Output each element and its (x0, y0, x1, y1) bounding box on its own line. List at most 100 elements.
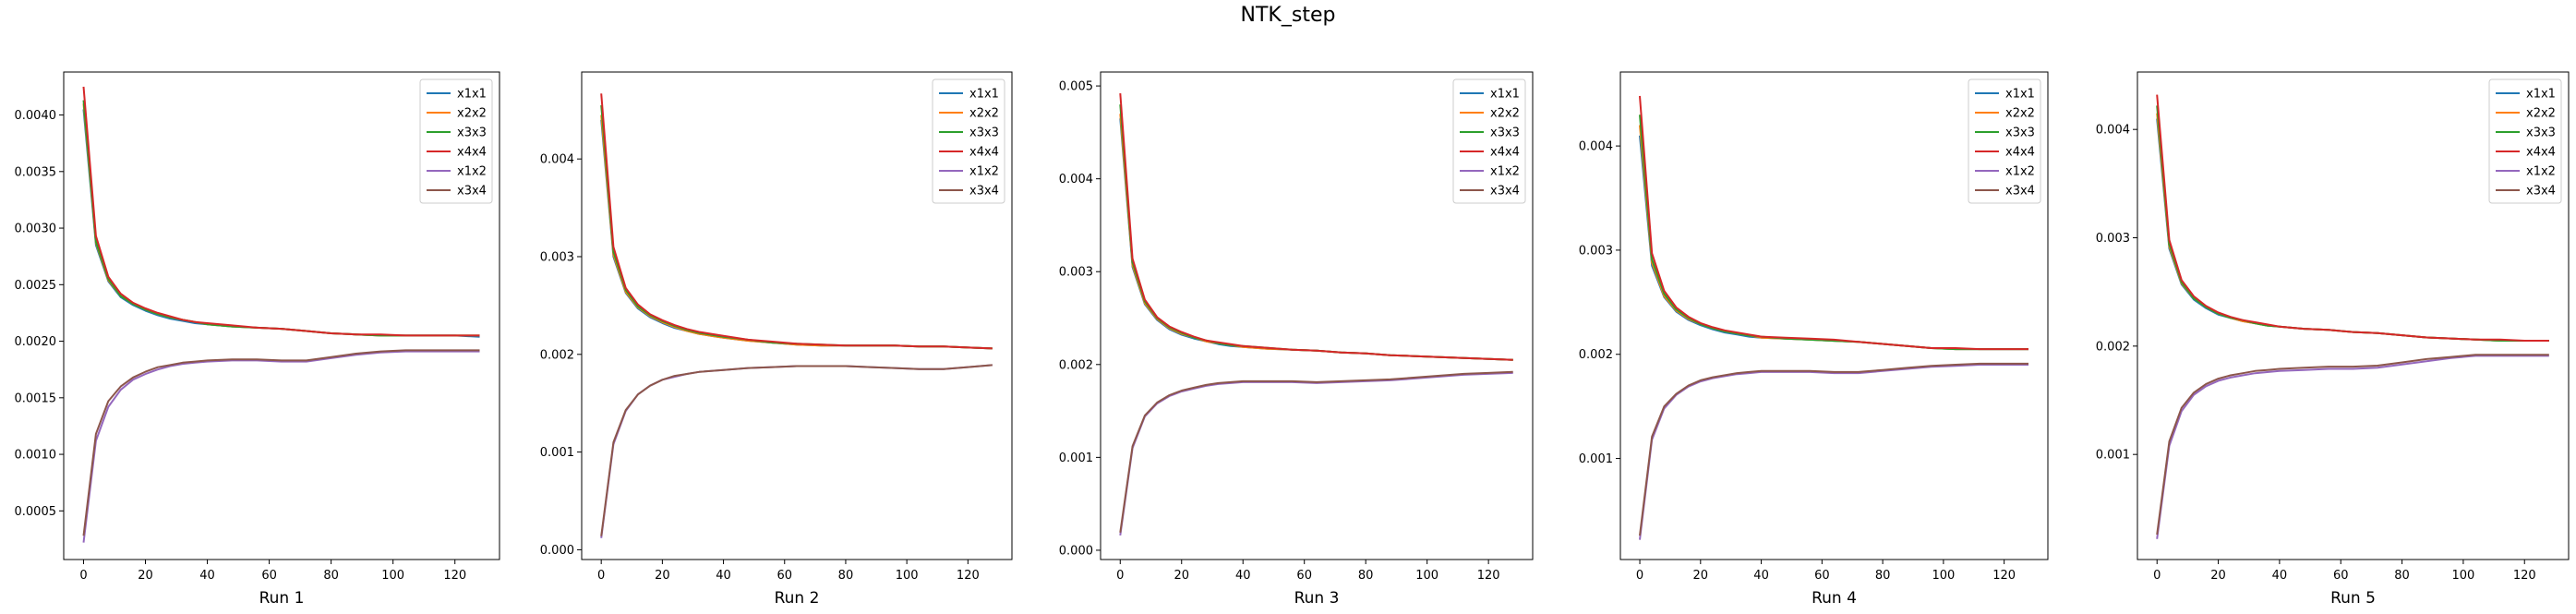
y-tick-label: 0.005 (1059, 80, 1093, 94)
y-tick-label: 0.004 (1579, 140, 1613, 154)
legend: x1x1 x2x2 x3x3 x4x4 x1x2 x3x4 (2488, 78, 2562, 204)
x-tick-label: 60 (1296, 569, 1312, 583)
y-tick-label: 0.002 (1059, 358, 1093, 372)
legend-label-x1x1: x1x1 (457, 88, 487, 102)
legend: x1x1 x2x2 x3x3 x4x4 x1x2 x3x4 (1968, 78, 2041, 204)
legend-label-x3x4: x3x4 (1490, 185, 1520, 199)
legend-label-x2x2: x2x2 (969, 107, 999, 121)
legend-label-x1x2: x1x2 (969, 165, 999, 179)
subplot-run-4: 0 20 40 60 80 100 120 0.001 0.002 0.003 0.004 Run 4… (1579, 71, 2049, 608)
x-tick-label: 120 (957, 569, 980, 583)
legend-label-x3x4: x3x4 (969, 185, 999, 199)
legend-label-x3x3: x3x3 (2005, 126, 2035, 140)
series-line-x3x4 (82, 349, 480, 536)
y-tick-label: 0.0015 (15, 391, 57, 405)
x-axis-label: Run 5 (2330, 589, 2376, 608)
x-tick-label: 100 (1415, 569, 1438, 583)
x-tick-label: 40 (199, 569, 215, 583)
legend-label-x1x1: x1x1 (2526, 88, 2556, 102)
legend-box (419, 78, 493, 204)
x-tick-label: 20 (2210, 569, 2226, 583)
axes-frame (1619, 71, 2049, 560)
x-tick-label: 60 (1814, 569, 1830, 583)
legend-box (932, 78, 1005, 204)
x-tick-label: 100 (896, 569, 919, 583)
legend-label-x4x4: x4x4 (969, 146, 999, 160)
y-tick-label: 0.0040 (15, 109, 57, 123)
x-tick-label: 0 (1116, 569, 1124, 583)
axes-frame (1100, 71, 1534, 560)
x-axis-label: Run 3 (1294, 589, 1340, 608)
y-tick-label: 0.0020 (15, 335, 57, 349)
series-line-x3x4 (1639, 362, 2028, 536)
legend-label-x3x3: x3x3 (969, 126, 999, 140)
axes-frame (581, 71, 1013, 560)
legend-label-x4x4: x4x4 (1490, 146, 1520, 160)
legend-label-x4x4: x4x4 (457, 146, 487, 160)
legend-label-x3x3: x3x3 (2526, 126, 2556, 140)
series-line-x1x2 (600, 364, 993, 538)
x-tick-label: 80 (1875, 569, 1891, 583)
x-tick-label: 120 (1477, 569, 1500, 583)
series-line-x1x2 (82, 350, 480, 543)
series-line-x1x2 (1639, 364, 2028, 540)
series-line-x3x4 (2156, 354, 2549, 536)
x-tick-label: 80 (323, 569, 339, 583)
x-tick-label: 0 (597, 569, 605, 583)
x-tick-label: 20 (1174, 569, 1189, 583)
axes-frame (2137, 71, 2570, 560)
legend-box (1968, 78, 2041, 204)
legend-label-x3x3: x3x3 (457, 126, 487, 140)
series-line-x4x4 (82, 86, 480, 337)
x-tick-label: 20 (655, 569, 670, 583)
x-tick-label: 80 (838, 569, 854, 583)
x-axis-label: Run 2 (775, 589, 820, 608)
series-line-x3x4 (1119, 370, 1513, 533)
y-tick-label: 0.003 (2096, 232, 2130, 246)
series-lines (600, 93, 993, 538)
y-tick-label: 0.001 (1579, 452, 1613, 466)
y-tick-label: 0.001 (540, 446, 574, 460)
legend-label-x2x2: x2x2 (2005, 107, 2035, 121)
x-tick-label: 100 (1932, 569, 1955, 583)
x-tick-label: 120 (1992, 569, 2016, 583)
y-tick-label: 0.0005 (15, 505, 57, 519)
x-tick-label: 60 (2333, 569, 2349, 583)
y-tick-label: 0.004 (540, 153, 574, 167)
series-line-x4x4 (1639, 95, 2028, 351)
legend-label-x4x4: x4x4 (2005, 146, 2035, 160)
y-tick-label: 0.0030 (15, 223, 57, 236)
y-tick-label: 0.001 (1059, 451, 1093, 465)
x-tick-label: 0 (1636, 569, 1643, 583)
y-tick-label: 0.004 (2096, 124, 2130, 138)
subplot-run-2: 0 20 40 60 80 100 120 0.000 0.001 0.002 0.003 0.004… (540, 71, 1013, 608)
series-line-x1x2 (1119, 371, 1513, 536)
x-tick-label: 100 (2451, 569, 2474, 583)
figure-title: NTK_step (1240, 4, 1336, 27)
subplot-run-1: 0 20 40 60 80 100 120 0.0005 0.0010 0.0015 0.0020 0… (15, 71, 500, 608)
legend: x1x1 x2x2 x3x3 x4x4 x1x2 x3x4 (419, 78, 493, 204)
x-tick-label: 40 (2272, 569, 2288, 583)
y-tick-label: 0.004 (1059, 173, 1093, 187)
x-tick-label: 40 (1235, 569, 1251, 583)
x-tick-label: 20 (138, 569, 153, 583)
x-axis-label: Run 1 (259, 589, 305, 608)
x-tick-label: 0 (79, 569, 87, 583)
legend-label-x1x2: x1x2 (2005, 165, 2035, 179)
legend-label-x2x2: x2x2 (457, 107, 487, 121)
y-tick-label: 0.0035 (15, 165, 57, 179)
legend-label-x2x2: x2x2 (1490, 107, 1520, 121)
series-line-x1x2 (2156, 355, 2549, 539)
series-line-x4x4 (600, 93, 993, 350)
x-tick-label: 120 (2513, 569, 2536, 583)
legend-box (2488, 78, 2562, 204)
series-lines (1639, 95, 2028, 540)
subplot-run-3: 0 20 40 60 80 100 120 0.000 0.001 0.002 0.003 0.004… (1059, 71, 1534, 608)
legend-label-x3x3: x3x3 (1490, 126, 1520, 140)
y-tick-label: 0.002 (2096, 340, 2130, 354)
legend-label-x1x2: x1x2 (2526, 165, 2556, 179)
x-tick-label: 60 (261, 569, 277, 583)
series-lines (82, 86, 480, 543)
series-lines (2156, 94, 2549, 539)
